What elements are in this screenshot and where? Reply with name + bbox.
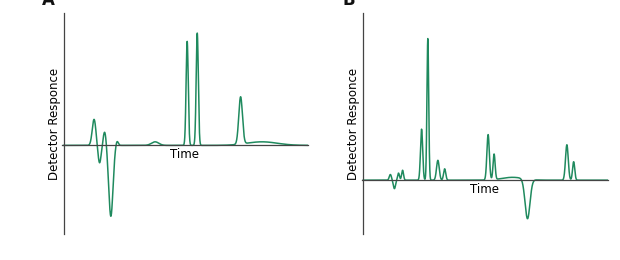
X-axis label: Time: Time — [170, 148, 200, 161]
Y-axis label: Detector Responce: Detector Responce — [48, 67, 61, 180]
Y-axis label: Detector Responce: Detector Responce — [347, 67, 360, 180]
Text: A: A — [42, 0, 55, 9]
X-axis label: Time: Time — [470, 183, 499, 196]
Text: B: B — [342, 0, 355, 9]
